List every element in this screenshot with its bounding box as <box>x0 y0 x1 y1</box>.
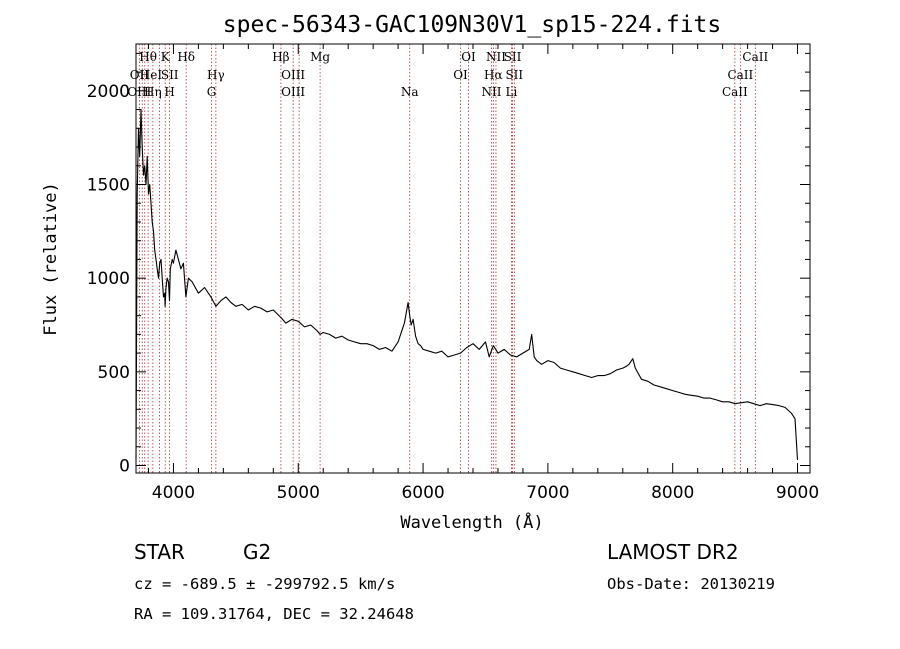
redshift-line: cz = -689.5 ± -299792.5 km/s <box>134 575 395 593</box>
line-marker-label: OIII <box>281 85 305 99</box>
x-tick-label: 7000 <box>526 483 569 503</box>
line-marker-label: H <box>164 85 174 99</box>
line-marker-label: Hβ <box>272 50 289 64</box>
x-tick-label: 6000 <box>401 483 444 503</box>
x-axis-label: Wavelength (Å) <box>400 511 543 533</box>
line-marker-label: Hθ <box>139 50 157 64</box>
plot-frame <box>135 43 811 474</box>
survey-name: LAMOST DR2 <box>607 540 739 564</box>
y-tick-label: 500 <box>98 363 130 383</box>
object-class: STAR <box>134 540 185 564</box>
line-marker-label: NII <box>486 50 506 64</box>
spectrum-series <box>135 109 799 460</box>
line-marker-label: SII <box>161 68 179 82</box>
x-tick-label: 4000 <box>152 483 195 503</box>
object-subclass: G2 <box>243 540 271 564</box>
y-tick-label: 0 <box>119 457 130 477</box>
line-marker-label: HeI <box>140 68 163 82</box>
x-tick-label: 9000 <box>776 483 819 503</box>
y-tick-label: 1500 <box>87 176 130 196</box>
line-marker-label: Hη <box>144 85 162 99</box>
x-tick-label: 8000 <box>651 483 694 503</box>
y-tick-label: 2000 <box>87 82 130 102</box>
line-marker-label: OII <box>130 68 150 82</box>
line-marker-label: G <box>207 85 217 99</box>
y-axis-label: Flux (relative) <box>41 182 61 336</box>
line-marker-label: CaII <box>742 50 768 64</box>
y-tick-label: 1000 <box>87 269 130 289</box>
line-marker-label: Na <box>401 85 419 99</box>
line-marker-label: OIII <box>127 85 151 99</box>
line-marker-label: CaII <box>727 68 753 82</box>
line-marker-label: Hα <box>484 68 503 82</box>
y-axis-ticks: 0 500 1000 1500 2000 <box>87 52 810 477</box>
line-marker-label: Mg <box>310 50 330 64</box>
line-markers: Hθ OII OIII HeI Hη K SII H Hδ Hγ G Hβ OIII OIII Mg Na OI… <box>127 44 768 473</box>
coordinates: RA = 109.31764, DEC = 32.24648 <box>134 605 414 623</box>
spectrum-line <box>135 109 799 460</box>
line-marker-label: Hγ <box>207 68 225 82</box>
line-marker-label: CaII <box>722 85 748 99</box>
x-tick-label: 5000 <box>277 483 320 503</box>
line-marker-label: NII <box>481 85 501 99</box>
obs-date: Obs-Date: 20130219 <box>607 575 775 593</box>
x-axis-ticks: 4000 5000 6000 7000 8000 9000 <box>147 44 819 503</box>
line-marker-label: Li <box>506 85 518 99</box>
line-marker-label: OI <box>453 68 468 82</box>
line-marker-label: OIII <box>281 68 305 82</box>
line-marker-label: K <box>161 50 171 64</box>
line-marker-label: Hδ <box>177 50 195 64</box>
line-marker-label: SII <box>505 68 523 82</box>
chart-title: spec-56343-GAC109N30V1_sp15-224.fits <box>223 12 722 38</box>
line-marker-label: SII <box>504 50 522 64</box>
line-marker-label: OI <box>461 50 476 64</box>
